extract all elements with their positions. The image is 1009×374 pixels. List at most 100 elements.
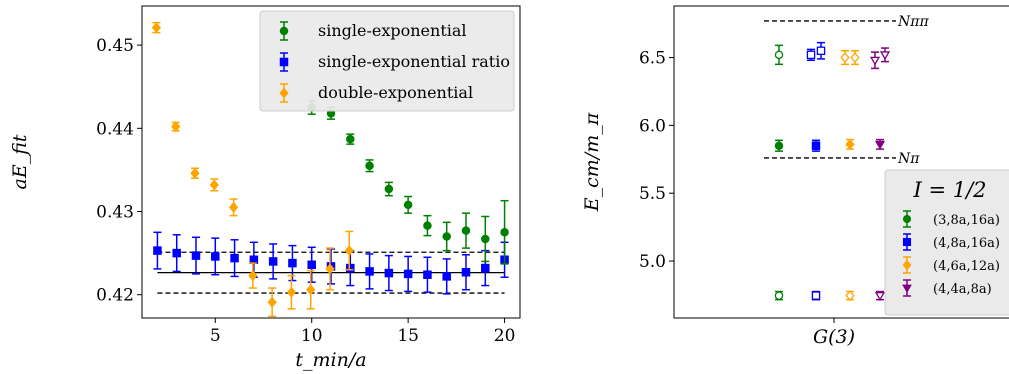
right-y-axis-label: E_cm/m_π (581, 112, 603, 212)
legend-entry: double-exponential (279, 83, 473, 103)
legend-label: (4,4a,8a) (933, 282, 992, 297)
data-point (268, 257, 278, 266)
left-x-axis-label: t_min/a (295, 349, 366, 371)
legend-label: double-exponential (318, 83, 473, 102)
data-point (249, 255, 259, 265)
right-chart: Nππ Nπ 5.0 5.5 6.0 6.5 E_cm/m_π G(3) I = 1/2… (581, 5, 1009, 348)
data-point (423, 270, 432, 279)
reference-line-label: Nπ (897, 151, 920, 167)
series-(4,4a,8a) (869, 47, 891, 301)
legend-label: (4,8a,16a) (933, 236, 1000, 251)
series-(3,8a,16a) (774, 44, 784, 301)
data-point (384, 184, 394, 194)
left-chart: 5 10 15 20 0.42 0.43 0.44 0.45 aE_fit t_min/a s… (9, 5, 521, 371)
legend-label: (4,6a,12a) (933, 259, 1000, 274)
x-tick-label: 20 (494, 326, 516, 346)
legend-marker (279, 57, 289, 67)
data-point (384, 268, 394, 278)
data-point (461, 267, 471, 277)
data-point (845, 138, 855, 150)
data-point (869, 56, 881, 66)
y-tick-label: 0.44 (96, 119, 134, 139)
legend-entry: single-exponential ratio (279, 52, 510, 72)
y-tick-label: 6.5 (639, 49, 666, 69)
y-tick-label: 0.42 (96, 286, 134, 306)
y-tick-label: 5.0 (639, 252, 666, 272)
y-tick-label: 0.43 (96, 203, 134, 223)
x-tick-label: 15 (397, 326, 419, 346)
right-legend: I = 1/2 (3,8a,16a) (4,8a,16a) (4,6a,12a) (4,… (884, 169, 1009, 316)
data-point (344, 245, 354, 257)
legend-label: single-exponential ratio (318, 52, 510, 71)
left-plot-frame (141, 5, 521, 319)
data-point (806, 50, 816, 60)
legend-title: I = 1/2 (912, 178, 986, 202)
legend-entry: single-exponential (279, 21, 467, 41)
legend-marker (902, 214, 912, 224)
data-point (365, 161, 374, 170)
right-plot-frame (673, 5, 1009, 319)
data-point (874, 140, 886, 150)
data-point (325, 263, 335, 275)
data-point (171, 121, 181, 133)
data-point (228, 201, 239, 213)
data-point (481, 263, 490, 273)
legend-entry: (3,8a,16a) (902, 210, 1000, 228)
legend-marker (279, 26, 289, 36)
data-point (816, 46, 826, 56)
data-point (346, 263, 355, 273)
data-point (191, 251, 201, 260)
data-point (248, 270, 258, 282)
data-point (267, 296, 277, 308)
legend-entry: (4,6a,12a) (902, 256, 1000, 274)
series-(4,6a,12a) (840, 50, 860, 302)
right-x-axis-label: G(3) (813, 326, 855, 348)
data-point (190, 167, 200, 179)
data-point (774, 291, 784, 300)
left-legend: single-exponential single-exponential rat… (259, 10, 515, 112)
data-point (874, 292, 886, 301)
data-point (811, 141, 821, 150)
data-point (172, 248, 181, 258)
left-y-axis-label: aE_fit (9, 134, 31, 189)
legend-box (884, 169, 1009, 316)
data-point (230, 253, 239, 263)
data-point (286, 286, 297, 298)
data-point (879, 51, 891, 61)
data-point (288, 258, 297, 268)
data-point (151, 22, 162, 34)
data-point (403, 200, 413, 210)
data-point (211, 252, 220, 261)
data-point (481, 234, 490, 244)
legend-marker (902, 284, 912, 294)
data-point (209, 179, 219, 191)
data-point (403, 269, 413, 279)
y-tick-label: 0.45 (96, 36, 134, 56)
series-(4,8a,16a) (806, 41, 826, 301)
y-tick-label: 6.0 (639, 116, 666, 136)
legend-marker (902, 237, 912, 247)
legend-entry: (4,4a,8a) (902, 279, 992, 297)
legend-label: (3,8a,16a) (933, 213, 1000, 228)
data-point (774, 141, 784, 150)
data-point (423, 221, 432, 230)
series-single-exponential-ratio (153, 231, 509, 295)
legend-marker (279, 87, 289, 99)
data-point (811, 291, 821, 300)
data-point (845, 290, 855, 302)
data-point (306, 284, 316, 296)
data-point (500, 228, 509, 237)
x-tick-label: 10 (301, 326, 323, 346)
data-point (850, 52, 860, 64)
reference-line-label: Nππ (897, 14, 929, 30)
y-tick-label: 5.5 (639, 184, 666, 204)
x-tick-label: 5 (210, 326, 221, 346)
data-point (307, 260, 316, 270)
series-single-exponential (307, 100, 509, 265)
legend-label: single-exponential (318, 21, 467, 40)
data-point (774, 50, 784, 60)
data-point (346, 134, 355, 144)
data-point (461, 226, 471, 235)
legend-box (259, 10, 515, 112)
